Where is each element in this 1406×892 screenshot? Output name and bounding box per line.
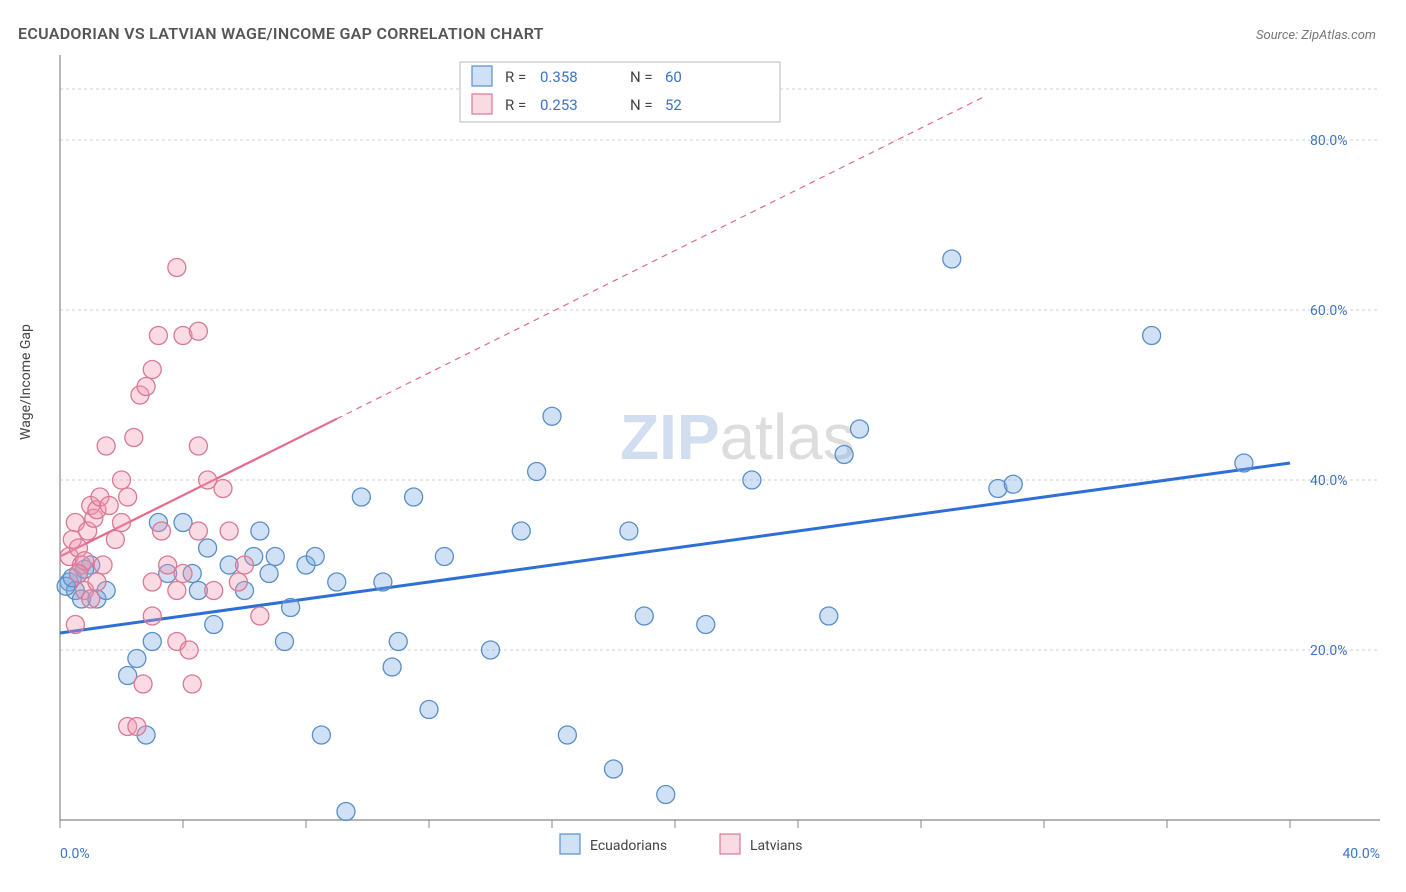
scatter-point-ecuadorians [405, 488, 423, 506]
scatter-point-latvians [149, 327, 167, 345]
scatter-point-latvians [174, 565, 192, 583]
scatter-point-ecuadorians [943, 250, 961, 268]
bottom-legend-swatch [720, 834, 740, 854]
scatter-point-ecuadorians [820, 607, 838, 625]
scatter-point-latvians [125, 429, 143, 447]
scatter-point-latvians [168, 582, 186, 600]
y-tick-label: 40.0% [1310, 473, 1348, 489]
scatter-point-latvians [119, 488, 137, 506]
scatter-point-ecuadorians [482, 641, 500, 659]
y-tick-label: 20.0% [1310, 643, 1348, 659]
scatter-point-ecuadorians [420, 701, 438, 719]
bottom-legend-swatch [560, 834, 580, 854]
scatter-point-latvians [220, 522, 238, 540]
scatter-point-latvians [97, 437, 115, 455]
scatter-point-ecuadorians [337, 803, 355, 821]
scatter-point-latvians [236, 556, 254, 574]
scatter-point-ecuadorians [352, 488, 370, 506]
legend-swatch [472, 66, 492, 86]
legend-swatch [472, 94, 492, 114]
legend-n-label: N = [630, 96, 653, 114]
trend-line-ecuadorians [60, 463, 1290, 633]
scatter-point-ecuadorians [389, 633, 407, 651]
scatter-point-ecuadorians [657, 786, 675, 804]
scatter-point-ecuadorians [328, 573, 346, 591]
scatter-point-ecuadorians [199, 539, 217, 557]
scatter-point-latvians [94, 556, 112, 574]
scatter-point-ecuadorians [528, 463, 546, 481]
scatter-point-latvians [113, 471, 131, 489]
scatter-point-ecuadorians [697, 616, 715, 634]
scatter-point-ecuadorians [512, 522, 530, 540]
scatter-point-latvians [189, 522, 207, 540]
scatter-point-ecuadorians [1143, 327, 1161, 345]
legend-r-value: 0.253 [540, 96, 578, 114]
scatter-point-latvians [214, 480, 232, 498]
scatter-point-latvians [82, 590, 100, 608]
scatter-point-latvians [168, 259, 186, 277]
scatter-point-latvians [69, 565, 87, 583]
scatter-point-latvians [88, 573, 106, 591]
legend-r-label: R = [505, 96, 526, 114]
scatter-point-ecuadorians [620, 522, 638, 540]
scatter-point-latvians [180, 641, 198, 659]
scatter-point-ecuadorians [260, 565, 278, 583]
scatter-point-latvians [143, 361, 161, 379]
scatter-point-latvians [143, 607, 161, 625]
trend-line-dashed-latvians [337, 98, 983, 419]
scatter-point-ecuadorians [128, 650, 146, 668]
scatter-point-latvians [205, 582, 223, 600]
scatter-point-latvians [137, 378, 155, 396]
scatter-point-ecuadorians [374, 573, 392, 591]
x-tick-label: 40.0% [1342, 846, 1380, 862]
scatter-point-latvians [152, 522, 170, 540]
scatter-point-latvians [183, 675, 201, 693]
scatter-point-ecuadorians [282, 599, 300, 617]
bottom-legend-label: Latvians [750, 838, 803, 854]
x-tick-label: 0.0% [60, 846, 90, 862]
scatter-point-ecuadorians [605, 760, 623, 778]
scatter-point-latvians [106, 531, 124, 549]
scatter-point-ecuadorians [743, 471, 761, 489]
legend-n-label: N = [630, 68, 653, 86]
bottom-legend-label: Ecuadorians [590, 838, 667, 854]
scatter-point-ecuadorians [312, 726, 330, 744]
scatter-point-ecuadorians [251, 522, 269, 540]
scatter-point-ecuadorians [205, 616, 223, 634]
scatter-point-ecuadorians [1235, 454, 1253, 472]
y-tick-label: 60.0% [1310, 303, 1348, 319]
scatter-point-latvians [189, 322, 207, 340]
scatter-point-ecuadorians [1004, 475, 1022, 493]
scatter-point-ecuadorians [558, 726, 576, 744]
scatter-point-latvians [251, 607, 269, 625]
y-tick-label: 80.0% [1310, 133, 1348, 149]
scatter-point-ecuadorians [383, 658, 401, 676]
scatter-point-ecuadorians [435, 548, 453, 566]
scatter-point-ecuadorians [851, 420, 869, 438]
legend-r-label: R = [505, 68, 526, 86]
scatter-point-latvians [134, 675, 152, 693]
scatter-point-latvians [66, 616, 84, 634]
legend-r-value: 0.358 [540, 68, 578, 86]
scatter-point-ecuadorians [275, 633, 293, 651]
scatter-point-ecuadorians [306, 548, 324, 566]
correlation-chart: 20.0% 40.0% 60.0% 80.0% 0.0% 40.0% R = 0.358 N =… [0, 0, 1406, 892]
scatter-point-ecuadorians [543, 407, 561, 425]
scatter-point-latvians [143, 573, 161, 591]
scatter-point-latvians [229, 573, 247, 591]
legend-n-value: 52 [665, 96, 682, 114]
scatter-point-latvians [128, 718, 146, 736]
legend-n-value: 60 [665, 68, 682, 86]
scatter-point-ecuadorians [635, 607, 653, 625]
scatter-point-latvians [100, 497, 118, 515]
scatter-point-ecuadorians [266, 548, 284, 566]
scatter-point-latvians [113, 514, 131, 532]
scatter-point-ecuadorians [835, 446, 853, 464]
scatter-point-ecuadorians [143, 633, 161, 651]
scatter-point-latvians [189, 437, 207, 455]
